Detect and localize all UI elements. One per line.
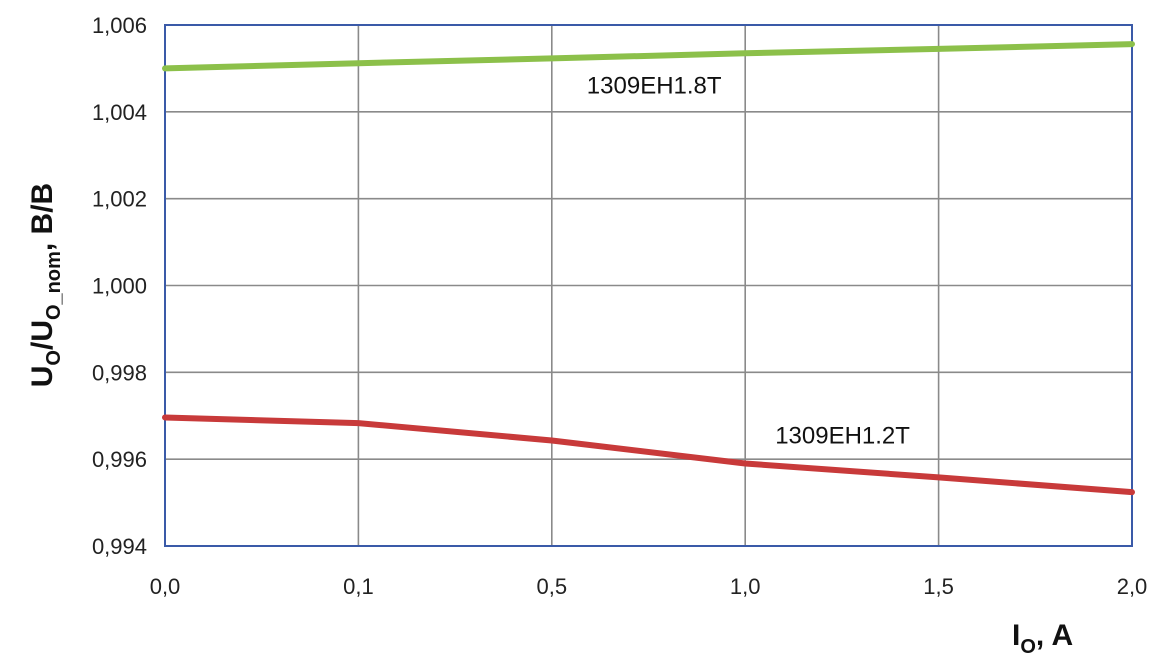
x-tick-label: 0,0	[150, 574, 181, 599]
y-axis-title-part-1: U	[26, 366, 59, 388]
y-tick-label: 1,004	[92, 100, 147, 125]
y-axis-title-part-2: /U	[26, 320, 59, 350]
series-lines	[162, 41, 1135, 496]
y-tick-label: 0,998	[92, 360, 147, 385]
y-tick-labels: 0,994 0,996 0,998 1,000 1,002 1,004 1,006	[92, 13, 147, 559]
series-line-0	[162, 41, 1135, 72]
y-tick-label: 0,994	[92, 534, 147, 559]
plot-frame	[164, 24, 1133, 547]
grid	[164, 24, 1133, 547]
x-tick-label: 1,0	[730, 574, 761, 599]
series-label-1309eh1-2t: 1309EH1.2T	[775, 423, 910, 450]
series-label-1309eh1-8t: 1309EH1.8T	[587, 72, 722, 99]
x-tick-label: 0,1	[343, 574, 374, 599]
y-tick-label: 1,000	[92, 274, 147, 299]
x-axis-title-part-1: I	[1012, 619, 1020, 652]
series-line-1	[162, 414, 1135, 496]
y-tick-label: 1,002	[92, 187, 147, 212]
x-tick-label: 0,5	[537, 574, 568, 599]
y-axis-title-sub-2: O_nom	[43, 251, 65, 320]
x-tick-labels: 0,0 0,1 0,5 1,0 1,5 2,0	[150, 574, 1148, 599]
y-axis-title: UO/UO_nom, B/B	[26, 183, 65, 387]
x-axis-title-sub-1: O	[1020, 636, 1036, 657]
x-axis-title-part-2: , A	[1036, 619, 1073, 652]
y-axis-title-sub-1: O	[43, 350, 65, 366]
y-axis-title-part-3: , B/B	[26, 183, 59, 251]
x-tick-label: 2,0	[1117, 574, 1148, 599]
y-tick-label: 0,996	[92, 447, 147, 472]
y-tick-label: 1,006	[92, 13, 147, 38]
x-tick-label: 1,5	[923, 574, 954, 599]
x-axis-title: IO, A	[1012, 619, 1073, 657]
